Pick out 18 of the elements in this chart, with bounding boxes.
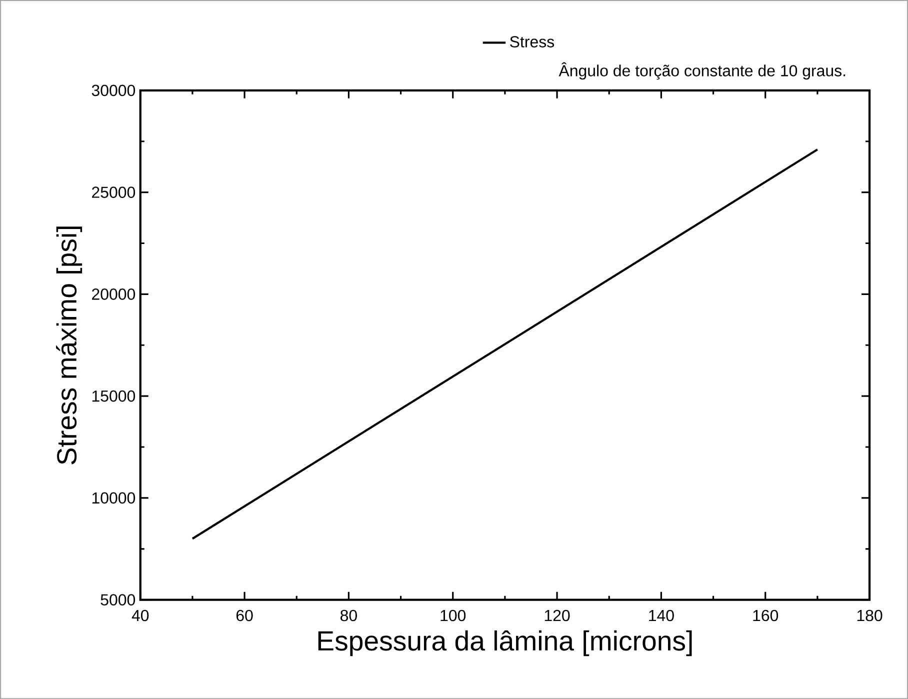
x-tick-label: 120 [544, 610, 570, 622]
x-axis-title: Espessura da lâmina [microns] [318, 630, 692, 656]
text: Ângulo de torção constante de 10 graus. [558, 62, 846, 80]
legend-label: Stress [510, 36, 554, 48]
y-tick-label: 10000 [92, 492, 136, 504]
x-tick-label: 40 [132, 610, 149, 622]
y-tick-label: 15000 [92, 390, 136, 402]
x-tick-label: 180 [857, 610, 882, 622]
x-tick-label: 100 [440, 610, 466, 622]
x-tick-label: 80 [340, 610, 357, 622]
y-tick-label: 30000 [92, 84, 136, 96]
y-tick-label: 25000 [92, 186, 136, 198]
y-axis-title: Stress máximo [psi] [56, 226, 82, 464]
x-tick-label: 160 [753, 610, 778, 622]
x-tick-label: 140 [649, 610, 674, 622]
y-tick-label: 20000 [92, 288, 136, 300]
x-tick-label: 60 [236, 610, 253, 622]
y-tick-label: 5000 [100, 594, 136, 606]
